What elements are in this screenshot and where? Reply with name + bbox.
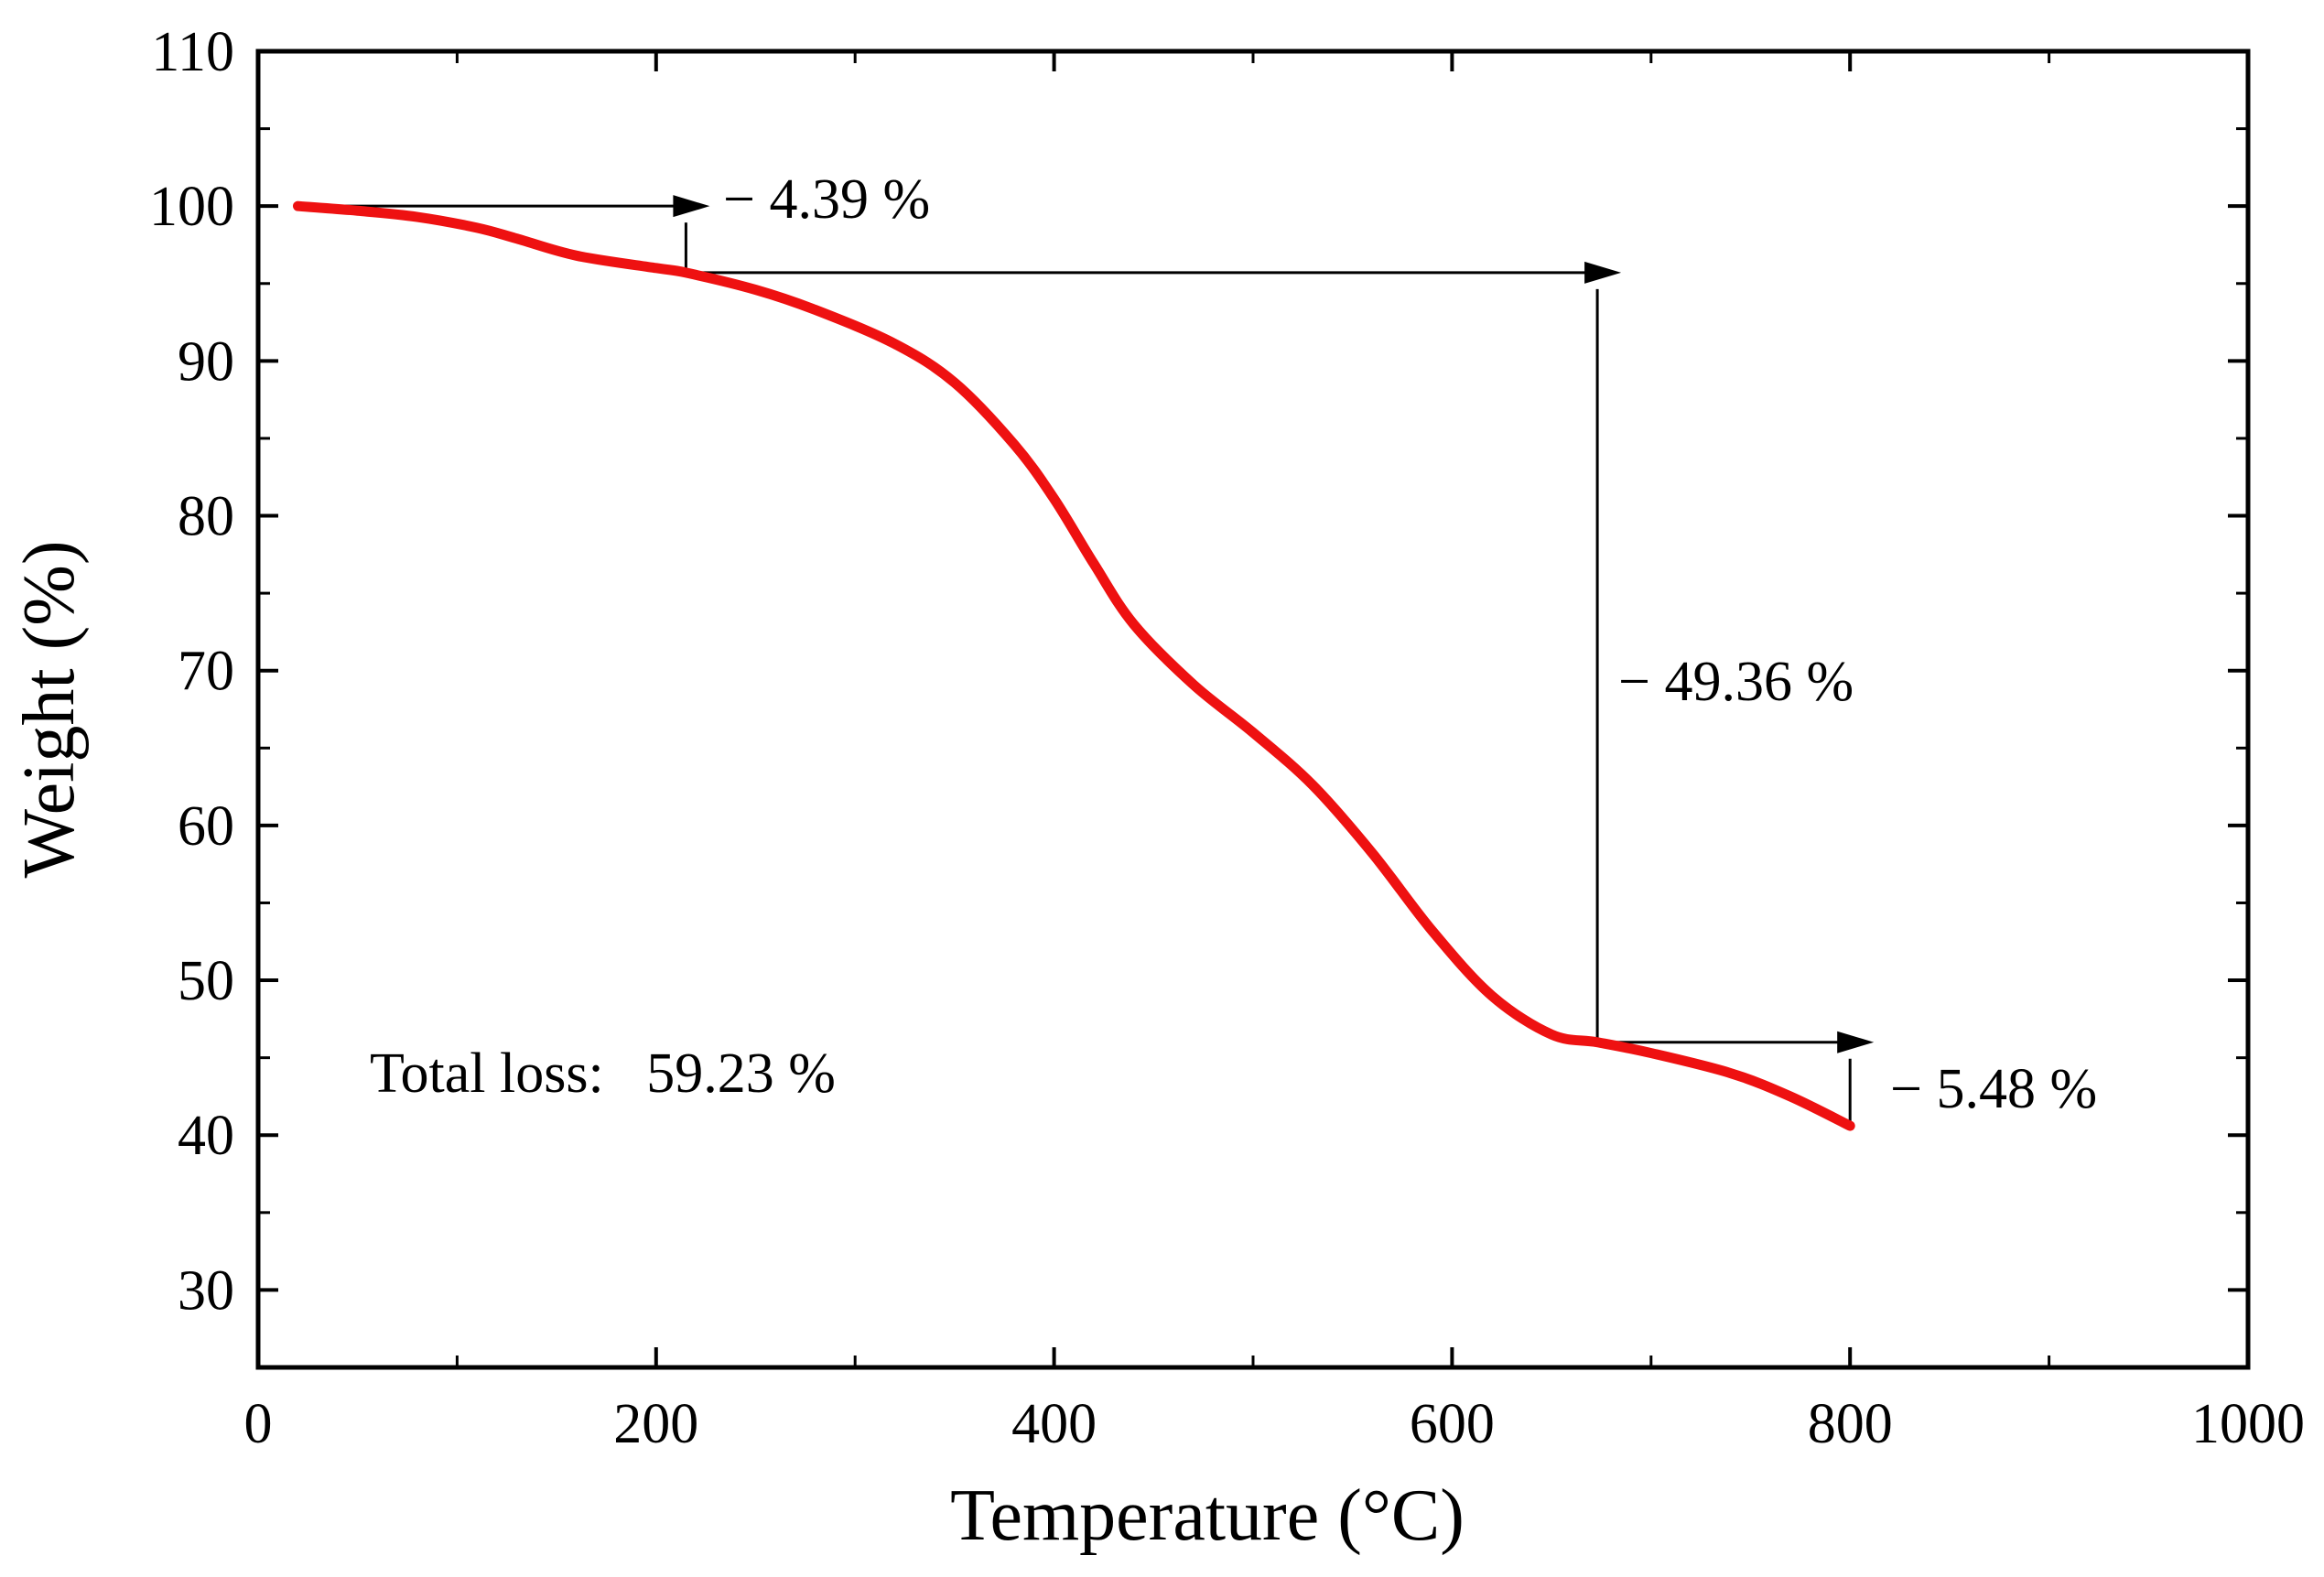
annotation-step1: − 4.39 %	[723, 168, 930, 231]
step-arrowhead-1	[673, 195, 710, 218]
x-axis-title: Temperature (°C)	[950, 1475, 1465, 1556]
y-tick-label: 110	[151, 21, 234, 83]
x-tick-labels: 0 200 400 600 800 1000	[244, 1393, 2306, 1455]
y-tick-label: 100	[149, 176, 234, 238]
y-tick-label: 60	[178, 795, 234, 858]
x-tick-label: 200	[613, 1393, 698, 1455]
y-tick-label: 40	[178, 1105, 234, 1167]
y-tick-label: 50	[178, 950, 234, 1012]
weight-curve	[292, 200, 1855, 1131]
y-tick-label: 30	[178, 1259, 234, 1322]
y-tick-labels: 30 40 50 60 70 80 90 100 110	[149, 21, 234, 1322]
step-arrowhead-3	[1837, 1031, 1875, 1053]
annotation-step2: − 49.36 %	[1618, 651, 1854, 713]
x-tick-label: 600	[1410, 1393, 1495, 1455]
y-axis-title: Weight (%)	[9, 541, 90, 879]
x-tick-label: 400	[1011, 1393, 1097, 1455]
annotation-total-loss: Total loss: 59.23 %	[370, 1042, 836, 1105]
y-tick-label: 80	[178, 486, 234, 548]
y-tick-label: 90	[178, 330, 234, 393]
step-arrowhead-2	[1584, 261, 1622, 284]
annotation-step3: − 5.48 %	[1890, 1058, 2097, 1120]
x-tick-label: 800	[1808, 1393, 1893, 1455]
plot-frame	[255, 49, 2251, 1370]
x-tick-label: 0	[244, 1393, 273, 1455]
x-tick-label: 1000	[2191, 1393, 2305, 1455]
y-tick-label: 70	[178, 641, 234, 703]
